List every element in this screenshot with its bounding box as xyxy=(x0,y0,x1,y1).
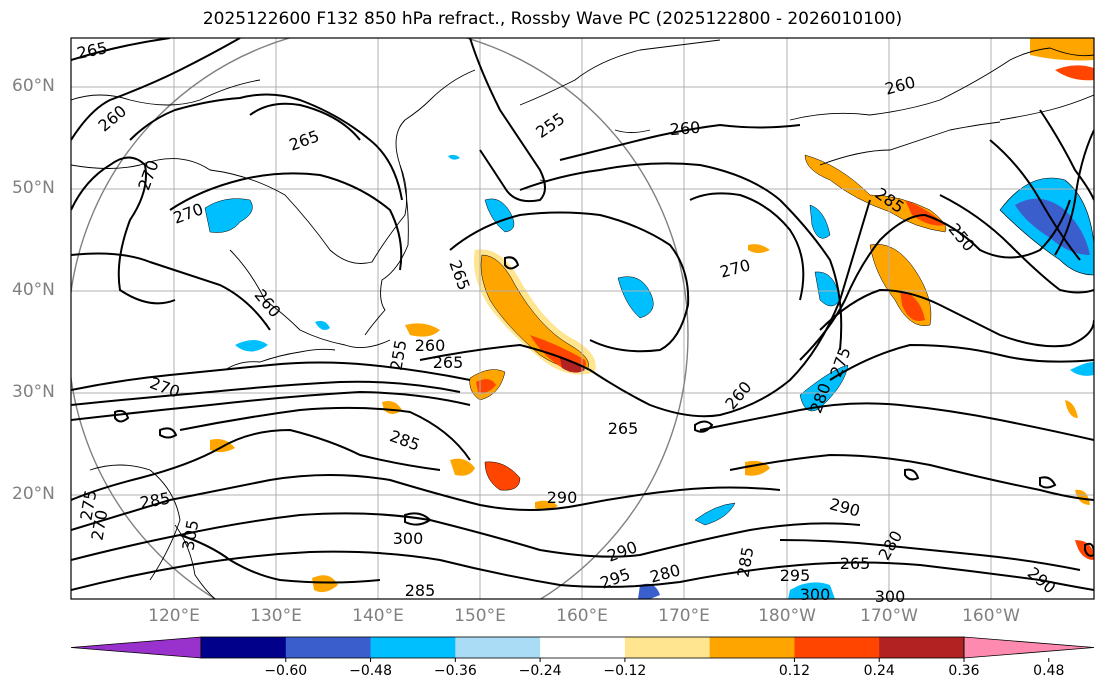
contour-label: 300 xyxy=(875,587,906,606)
colorbar-segment xyxy=(624,637,711,658)
map-frame xyxy=(70,37,1095,600)
lat-label-60n: 60°N xyxy=(12,76,55,96)
positive-shading xyxy=(210,38,1094,593)
colorbar-segment xyxy=(455,637,541,658)
lat-label-40n: 40°N xyxy=(12,280,55,300)
negative-shading xyxy=(204,154,1094,599)
contour-label: 285 xyxy=(733,545,757,578)
contour-label: 285 xyxy=(387,426,422,454)
lon-label-160e: 160°E xyxy=(556,606,608,626)
colorbar-extend-low xyxy=(70,636,202,659)
contour-label: 260 xyxy=(721,378,755,414)
lon-label-180w: 180°W xyxy=(758,606,816,626)
colorbar-tick-label: 0.24 xyxy=(863,663,895,679)
colorbar-tick-label: −0.48 xyxy=(349,663,392,679)
contour-label: 290 xyxy=(828,494,862,520)
contour-label: 270 xyxy=(134,158,162,193)
lat-label-20n: 20°N xyxy=(12,484,55,504)
contour-label: 295 xyxy=(780,566,811,585)
contour-label: 280 xyxy=(875,527,907,563)
colorbar-outline xyxy=(200,636,965,659)
contour-label: 265 xyxy=(445,258,473,293)
lon-label-170w: 170°W xyxy=(860,606,918,626)
colorbar-segment xyxy=(285,637,372,658)
contour-label: 255 xyxy=(386,338,410,371)
coastlines xyxy=(71,39,1094,599)
contour-label: 265 xyxy=(840,554,871,573)
range-circle xyxy=(71,38,689,599)
colorbar-segment xyxy=(540,637,626,658)
colorbar-segment xyxy=(709,637,795,658)
contour-label: 265 xyxy=(608,419,639,438)
colorbar-tick-label: 0.36 xyxy=(948,663,980,679)
lon-label-150e: 150°E xyxy=(454,606,506,626)
colorbar-tick-label: −0.24 xyxy=(518,663,562,679)
contour-label: 295 xyxy=(598,564,633,592)
contour-lines xyxy=(71,38,1094,591)
map-title: 2025122600 F132 850 hPa refract., Rossby… xyxy=(202,9,903,29)
contour-label: 275 xyxy=(826,345,854,380)
colorbar-tick-label: 0.12 xyxy=(778,663,811,679)
lon-label-160w: 160°W xyxy=(962,606,1020,626)
contour-label: 270 xyxy=(87,508,111,541)
contour-label: 260 xyxy=(883,72,917,98)
colorbar-tick-label: 0.48 xyxy=(1033,663,1065,679)
lat-label-50n: 50°N xyxy=(12,178,55,198)
colorbar-tick-label: −0.12 xyxy=(603,663,647,679)
contour-label: 300 xyxy=(393,529,424,548)
contour-label: 270 xyxy=(171,199,206,227)
colorbar-segment xyxy=(201,637,287,658)
colorbar-segment xyxy=(370,637,456,658)
contour-label: 305 xyxy=(178,518,202,551)
colorbar-tick-label: −0.36 xyxy=(433,663,477,679)
contour-label: 290 xyxy=(547,488,578,507)
colorbar-extend-high xyxy=(963,636,1095,659)
contour-labels: 2652602702652702552602602852502602702652… xyxy=(75,38,1059,606)
lon-label-140e: 140°E xyxy=(352,606,404,626)
contour-label: 280 xyxy=(806,381,834,416)
contour-label: 270 xyxy=(718,255,752,281)
colorbar xyxy=(70,636,1095,662)
contour-label: 285 xyxy=(138,488,171,512)
colorbar-segment xyxy=(879,637,965,658)
contour-label: 285 xyxy=(405,581,436,600)
lon-label-170e: 170°E xyxy=(658,606,710,626)
lon-label-130e: 130°E xyxy=(250,606,302,626)
contour-label: 250 xyxy=(945,220,979,256)
colorbar-tick-label: −0.60 xyxy=(264,663,308,679)
contour-label: 260 xyxy=(415,336,446,355)
lat-label-30n: 30°N xyxy=(12,382,55,402)
contour-label: 265 xyxy=(287,126,322,154)
contour-label: 255 xyxy=(532,109,568,142)
contour-label: 300 xyxy=(800,585,831,604)
contour-label: 260 xyxy=(669,118,701,140)
contour-label: 265 xyxy=(433,353,464,372)
lon-label-120e: 120°E xyxy=(148,606,200,626)
contour-label: 290 xyxy=(1024,563,1060,597)
colorbar-segment xyxy=(794,637,880,658)
contour-label: 265 xyxy=(75,38,109,63)
gridlines xyxy=(71,38,1094,599)
